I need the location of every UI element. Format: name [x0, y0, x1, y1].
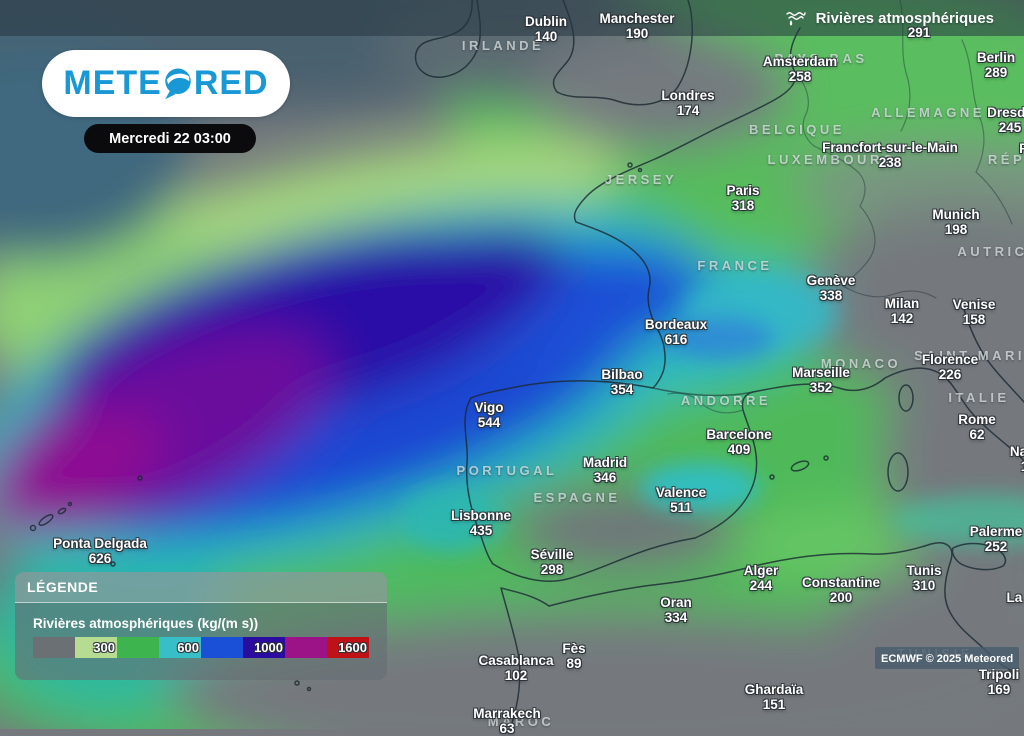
datetime-badge: Mercredi 22 03:00	[84, 124, 256, 153]
legend-body: Rivières atmosphériques (kg/(m s)) 300 60…	[15, 603, 387, 680]
map-title: Rivières atmosphériques	[816, 10, 994, 27]
legend-swatch: 1600	[327, 637, 369, 658]
legend-scale-label: Rivières atmosphériques (kg/(m s))	[33, 616, 369, 631]
legend-swatch-label: 1000	[254, 640, 285, 655]
logo-text-left: METE	[63, 64, 161, 103]
legend-color-scale: 300 600 1000 1600	[33, 637, 369, 658]
legend-swatch: 300	[75, 637, 117, 658]
meteored-o-icon	[163, 67, 193, 100]
meteored-logo-text: METE RED	[63, 64, 268, 103]
atmospheric-river-icon	[785, 10, 807, 27]
attribution-badge: ECMWF © 2025 Meteored	[875, 647, 1019, 669]
logo-text-right: RED	[194, 64, 269, 103]
legend-title: LÉGENDE	[27, 579, 98, 595]
legend-swatch	[117, 637, 159, 658]
legend-swatch-label: 600	[177, 640, 201, 655]
legend-header: LÉGENDE	[15, 572, 387, 603]
legend-swatch: 1000	[243, 637, 285, 658]
datetime-text: Mercredi 22 03:00	[109, 131, 231, 147]
legend-swatch	[33, 637, 75, 658]
legend-swatch	[285, 637, 327, 658]
legend-panel: LÉGENDE Rivières atmosphériques (kg/(m s…	[15, 572, 387, 680]
legend-swatch-label: 1600	[338, 640, 369, 655]
legend-swatch	[201, 637, 243, 658]
top-bar: Rivières atmosphériques	[0, 0, 1024, 36]
legend-swatch-label: 300	[93, 640, 117, 655]
legend-swatch: 600	[159, 637, 201, 658]
attribution-text: ECMWF © 2025 Meteored	[881, 653, 1013, 665]
meteored-logo[interactable]: METE RED	[42, 50, 290, 117]
